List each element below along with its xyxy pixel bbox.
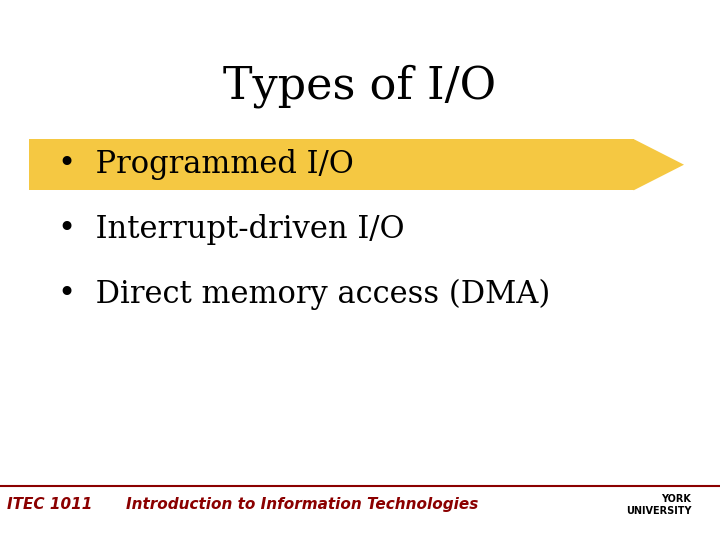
Text: YORK
UNIVERSITY: YORK UNIVERSITY [626, 494, 691, 516]
Text: •  Direct memory access (DMA): • Direct memory access (DMA) [58, 279, 550, 310]
Text: Types of I/O: Types of I/O [223, 65, 497, 109]
Polygon shape [634, 139, 684, 191]
Text: •  Interrupt-driven I/O: • Interrupt-driven I/O [58, 214, 404, 245]
FancyBboxPatch shape [29, 139, 634, 191]
Text: Introduction to Information Technologies: Introduction to Information Technologies [126, 497, 479, 512]
Text: •  Programmed I/O: • Programmed I/O [58, 149, 354, 180]
Text: ITEC 1011: ITEC 1011 [7, 497, 93, 512]
